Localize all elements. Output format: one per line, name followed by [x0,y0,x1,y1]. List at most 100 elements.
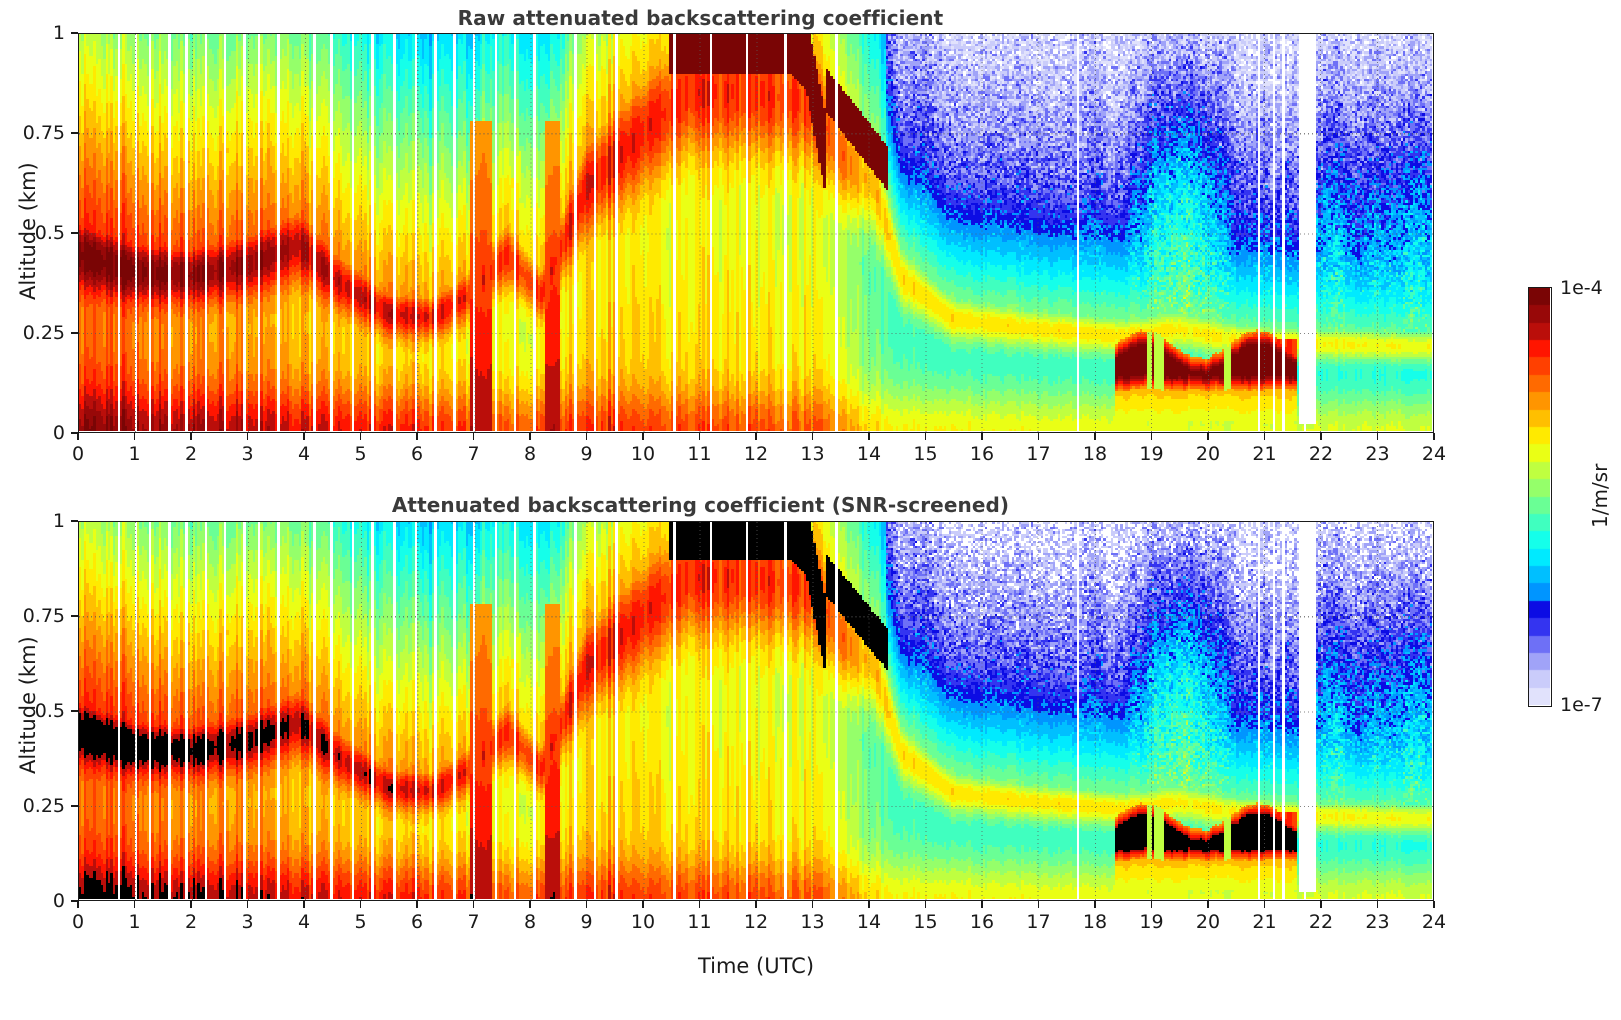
y-tick-label: 1 [52,22,65,44]
x-tick [77,433,79,440]
x-tick [133,901,136,908]
y-tick-label: 0.75 [22,122,65,144]
x-tick [1150,433,1153,440]
colorbar-unit-label: 1/m/sr [1588,463,1612,528]
y-axis-label-screened: Altitude (km) [16,636,40,774]
panel-raw: Raw attenuated backscattering coefficien… [0,0,1621,484]
y-tick [71,710,78,712]
panel-raw-title: Raw attenuated backscattering coefficien… [457,6,944,30]
x-tick [1320,901,1322,908]
x-tick-label: 14 [856,443,882,465]
y-tick [71,805,78,807]
y-tick [71,332,78,334]
x-tick [133,433,136,440]
y-tick-label: 0 [52,890,65,912]
x-tick-label: 7 [467,443,480,465]
x-tick [1376,901,1379,908]
y-tick-label: 0 [52,422,65,444]
x-tick [1263,433,1266,440]
x-tick-label: 18 [1082,911,1108,933]
x-tick-label: 6 [410,911,424,933]
y-axis-label-raw: Altitude (km) [16,162,40,300]
x-tick [190,433,192,440]
x-tick-label: 6 [410,443,424,465]
x-tick-label: 2 [184,911,198,933]
x-tick-label: 15 [913,443,938,465]
x-tick-label: 3 [241,443,254,465]
x-tick-label: 7 [467,911,480,933]
y-tick [71,432,78,434]
x-tick [529,433,531,440]
x-tick [529,901,531,908]
x-tick-label: 4 [297,443,311,465]
x-tick-label: 11 [687,911,712,933]
y-tick-label: 0.25 [22,795,65,817]
x-tick-label: 21 [1252,443,1277,465]
y-tick [71,520,78,522]
x-tick-label: 10 [630,911,656,933]
y-tick-label: 0.75 [22,605,65,627]
y-tick-label: 0.5 [34,700,65,722]
x-tick-label: 0 [71,911,85,933]
x-tick-label: 15 [913,911,938,933]
colorbar: 1e-4 1e-7 1/m/sr [1520,270,1621,740]
x-tick-label: 22 [1308,911,1334,933]
x-tick-label: 21 [1252,911,1277,933]
x-tick-label: 16 [969,443,995,465]
x-tick-label: 17 [1026,443,1051,465]
x-tick [359,901,362,908]
x-tick [246,901,249,908]
x-tick-label: 19 [1139,911,1164,933]
heatmap-image-raw [79,34,1432,431]
x-tick-label: 12 [743,911,769,933]
x-tick [303,433,305,440]
heatmap-image-screened [79,522,1432,899]
x-tick-label: 17 [1026,911,1051,933]
x-tick [472,901,475,908]
x-tick [868,901,870,908]
x-tick [868,433,870,440]
x-tick [190,901,192,908]
x-tick-label: 23 [1365,443,1390,465]
x-tick [1094,433,1096,440]
x-tick [924,901,927,908]
x-tick [77,901,79,908]
colorbar-max-label: 1e-4 [1560,277,1603,299]
y-tick [71,615,78,617]
x-tick [924,433,927,440]
x-tick [585,433,588,440]
x-tick-label: 12 [743,443,769,465]
x-tick-label: 18 [1082,443,1108,465]
panel-screened-title: Attenuated backscattering coefficient (S… [391,493,1010,517]
x-tick [1433,901,1435,908]
x-tick [642,433,644,440]
x-tick-label: 22 [1308,443,1334,465]
x-tick-label: 3 [241,911,254,933]
x-tick [698,433,701,440]
x-tick [981,433,983,440]
y-tick [71,900,78,902]
x-tick [1433,433,1435,440]
y-tick-label: 0.25 [22,322,65,344]
x-axis-label: Time (UTC) [697,954,815,978]
x-tick [1037,433,1040,440]
x-tick [755,901,757,908]
x-tick [755,433,757,440]
x-tick-label: 13 [800,443,825,465]
x-tick [416,433,418,440]
x-tick-label: 11 [687,443,712,465]
y-tick [71,132,78,134]
colorbar-min-label: 1e-7 [1560,694,1603,716]
x-tick-label: 0 [71,443,85,465]
x-tick [1207,901,1209,908]
x-tick [359,433,362,440]
x-tick-label: 19 [1139,443,1164,465]
x-tick-label: 14 [856,911,882,933]
x-tick-label: 24 [1421,911,1447,933]
x-tick [472,433,475,440]
colorbar-image [1529,288,1550,705]
x-tick-label: 10 [630,443,656,465]
x-tick [1320,433,1322,440]
x-tick [698,901,701,908]
heatmap-axes-raw [78,33,1434,433]
